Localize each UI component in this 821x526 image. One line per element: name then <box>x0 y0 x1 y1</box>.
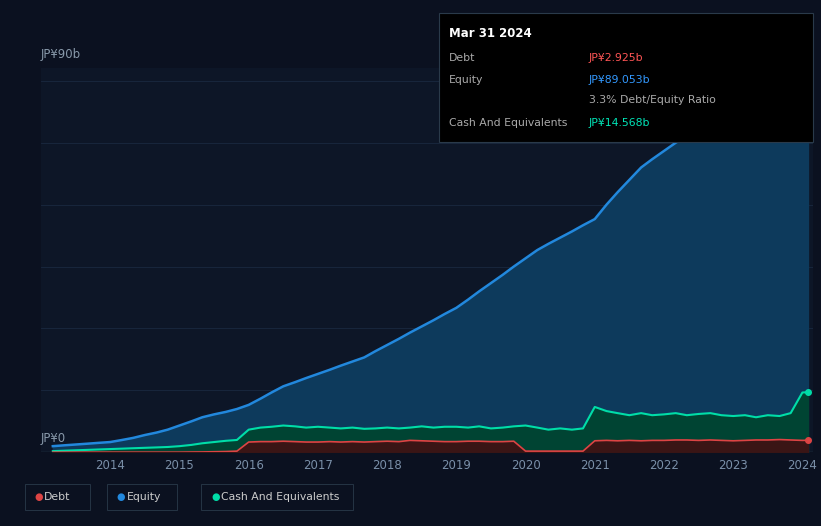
Text: 3.3% Debt/Equity Ratio: 3.3% Debt/Equity Ratio <box>589 95 716 106</box>
Text: Debt: Debt <box>44 492 71 502</box>
Text: Debt: Debt <box>449 53 475 64</box>
Text: Equity: Equity <box>126 492 161 502</box>
Text: JP¥2.925b: JP¥2.925b <box>589 53 644 64</box>
Text: ●: ● <box>117 492 125 502</box>
Text: ●: ● <box>34 492 43 502</box>
Text: Cash And Equivalents: Cash And Equivalents <box>449 117 567 128</box>
Text: ●: ● <box>211 492 219 502</box>
Text: Mar 31 2024: Mar 31 2024 <box>449 27 532 39</box>
Text: JP¥14.568b: JP¥14.568b <box>589 117 650 128</box>
Text: JP¥90b: JP¥90b <box>41 48 81 60</box>
Text: JP¥0: JP¥0 <box>41 432 67 444</box>
Text: Equity: Equity <box>449 75 484 86</box>
Text: JP¥89.053b: JP¥89.053b <box>589 75 650 86</box>
Text: Cash And Equivalents: Cash And Equivalents <box>221 492 339 502</box>
